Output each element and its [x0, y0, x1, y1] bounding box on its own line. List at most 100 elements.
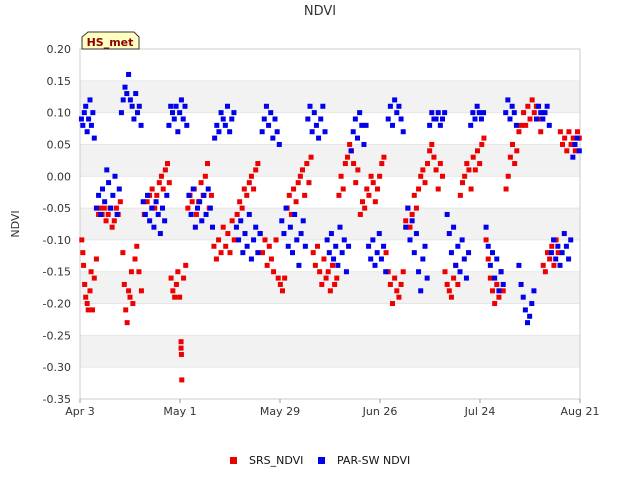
- par-sw-ndvi-point: [157, 231, 163, 237]
- srs-ndvi-point: [360, 199, 365, 205]
- par-sw-ndvi-point: [457, 269, 463, 275]
- par-sw-ndvi-point: [527, 313, 533, 319]
- srs-ndvi-point: [427, 148, 433, 154]
- srs-ndvi-point: [97, 205, 103, 211]
- srs-ndvi-point: [178, 339, 184, 345]
- par-sw-ndvi-point: [468, 122, 474, 128]
- srs-ndvi-point: [527, 116, 533, 122]
- srs-ndvi-point: [117, 199, 123, 205]
- par-sw-ndvi-point: [78, 116, 84, 122]
- srs-ndvi-point: [425, 161, 430, 167]
- srs-ndvi-point: [165, 161, 170, 167]
- srs-ndvi-point: [181, 275, 187, 281]
- srs-ndvi-point: [220, 224, 226, 230]
- srs-ndvi-point: [300, 167, 305, 173]
- par-sw-ndvi-point: [177, 110, 183, 116]
- srs-ndvi-point: [442, 269, 448, 275]
- par-sw-ndvi-point: [433, 116, 439, 122]
- srs-ndvi-point: [262, 237, 268, 243]
- srs-ndvi-point: [572, 148, 578, 154]
- par-sw-ndvi-point: [407, 237, 413, 243]
- par-sw-ndvi-point: [133, 91, 139, 97]
- srs-ndvi-point: [325, 269, 331, 275]
- srs-ndvi-point: [277, 281, 283, 287]
- par-sw-ndvi-point: [261, 116, 267, 122]
- x-tick-label: Jul 24: [464, 405, 496, 418]
- srs-ndvi-point: [216, 237, 222, 243]
- par-sw-ndvi-point: [429, 110, 435, 116]
- par-sw-ndvi-point: [368, 256, 374, 262]
- srs-ndvi-point: [271, 269, 277, 275]
- srs-ndvi-point: [366, 192, 372, 198]
- srs-ndvi-point: [211, 243, 217, 249]
- par-sw-ndvi-point: [540, 116, 546, 122]
- srs-ndvi-point: [251, 186, 257, 192]
- par-sw-ndvi-point: [316, 135, 322, 141]
- srs-ndvi-point: [202, 173, 208, 179]
- srs-ndvi-point: [545, 250, 550, 256]
- par-sw-ndvi-point: [570, 154, 576, 160]
- srs-ndvi-point: [451, 275, 457, 281]
- par-sw-ndvi-point: [300, 218, 306, 224]
- par-sw-ndvi-point: [357, 110, 363, 116]
- y-tick-label: 0.20: [47, 43, 72, 56]
- srs-ndvi-point: [306, 180, 312, 186]
- par-sw-ndvi-point: [572, 141, 578, 147]
- par-sw-ndvi-point: [536, 103, 542, 109]
- par-sw-ndvi-point: [182, 103, 188, 109]
- srs-ndvi-point: [178, 345, 184, 351]
- par-sw-ndvi-point: [171, 116, 177, 122]
- par-sw-ndvi-point: [516, 262, 522, 268]
- par-sw-ndvi-point: [483, 224, 489, 230]
- par-sw-ndvi-point: [498, 269, 504, 275]
- par-sw-ndvi-point: [394, 110, 400, 116]
- y-tick-label: -0.15: [43, 266, 71, 279]
- par-sw-ndvi-point: [294, 237, 300, 243]
- par-sw-ndvi-point: [292, 211, 298, 217]
- par-sw-ndvi-point: [522, 307, 528, 313]
- srs-ndvi-point: [345, 154, 350, 160]
- par-sw-ndvi-point: [551, 237, 557, 243]
- srs-ndvi-point: [198, 180, 204, 186]
- y-tick-label: 0.00: [47, 170, 72, 183]
- srs-ndvi-point: [446, 288, 452, 294]
- par-sw-ndvi-point: [248, 256, 254, 262]
- srs-ndvi-point: [413, 205, 419, 211]
- par-sw-ndvi-point: [205, 186, 211, 192]
- srs-ndvi-point: [400, 269, 406, 275]
- srs-ndvi-point: [127, 294, 133, 300]
- srs-ndvi-point: [531, 110, 537, 116]
- par-sw-ndvi-point: [227, 129, 233, 135]
- par-sw-ndvi-point: [568, 237, 574, 243]
- par-sw-ndvi-point: [392, 97, 398, 103]
- par-sw-ndvi-point: [246, 211, 252, 217]
- par-sw-ndvi-point: [184, 122, 190, 128]
- par-sw-ndvi-point: [87, 97, 93, 103]
- par-sw-ndvi-point: [81, 110, 87, 116]
- chart-title: NDVI: [304, 4, 336, 19]
- srs-ndvi-point: [170, 288, 176, 294]
- par-sw-ndvi-point: [411, 250, 417, 256]
- srs-ndvi-point: [123, 307, 129, 313]
- srs-ndvi-point: [496, 294, 502, 300]
- srs-ndvi-point: [392, 275, 398, 281]
- par-sw-ndvi-point: [153, 199, 159, 205]
- par-sw-ndvi-point: [218, 110, 224, 116]
- par-sw-ndvi-point: [253, 224, 259, 230]
- srs-ndvi-point: [105, 211, 111, 217]
- par-sw-ndvi-point: [136, 103, 142, 109]
- srs-ndvi-point: [282, 275, 288, 281]
- srs-ndvi-point: [368, 173, 374, 179]
- y-tick-label: -0.25: [43, 329, 71, 342]
- srs-ndvi-point: [437, 161, 443, 167]
- par-sw-ndvi-point: [210, 224, 215, 230]
- legend-swatch-parsw: [318, 457, 325, 464]
- legend-swatch-srs: [230, 457, 237, 464]
- par-sw-ndvi-point: [305, 116, 311, 122]
- par-sw-ndvi-point: [207, 205, 213, 211]
- x-axis: Apr 3 May 1 May 29 Jun 26 Jul 24 Aug 21: [65, 399, 599, 418]
- par-sw-ndvi-point: [140, 199, 146, 205]
- par-sw-ndvi-point: [160, 205, 165, 211]
- srs-ndvi-point: [411, 192, 417, 198]
- srs-ndvi-point: [81, 262, 87, 268]
